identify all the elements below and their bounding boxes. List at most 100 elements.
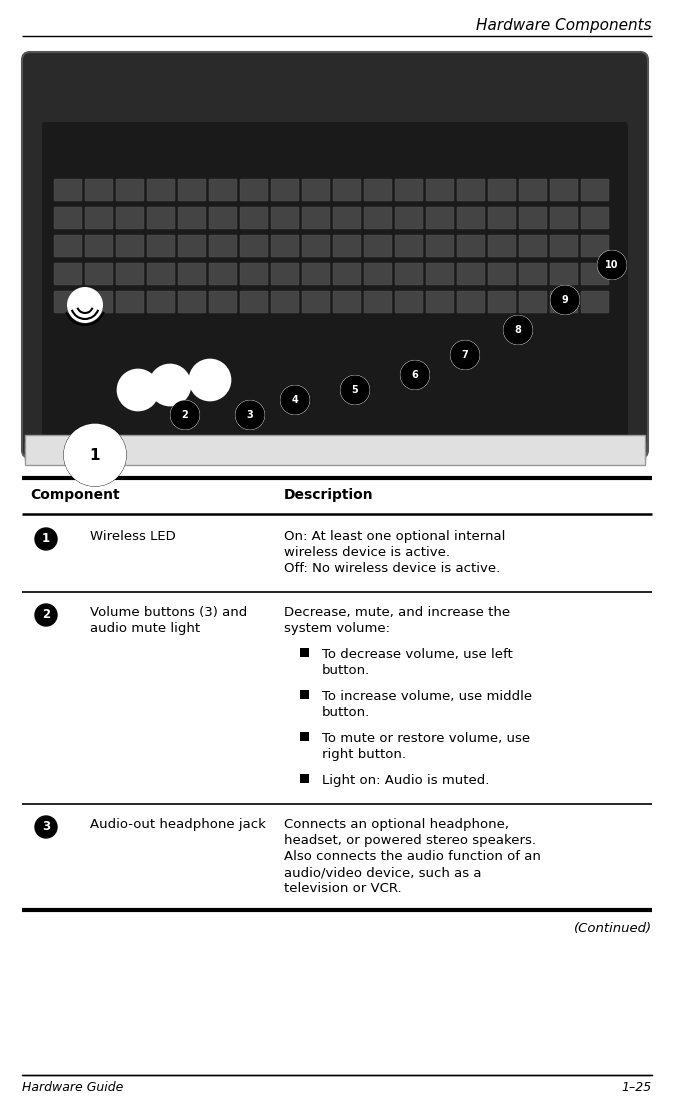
- FancyBboxPatch shape: [54, 263, 82, 285]
- FancyBboxPatch shape: [519, 207, 547, 229]
- FancyBboxPatch shape: [457, 290, 485, 313]
- Circle shape: [451, 341, 479, 370]
- Text: Decrease, mute, and increase the: Decrease, mute, and increase the: [284, 605, 510, 619]
- Circle shape: [118, 370, 158, 410]
- Text: 5: 5: [352, 385, 359, 395]
- FancyBboxPatch shape: [178, 263, 206, 285]
- FancyBboxPatch shape: [240, 207, 268, 229]
- FancyBboxPatch shape: [116, 207, 144, 229]
- FancyBboxPatch shape: [488, 263, 516, 285]
- FancyBboxPatch shape: [457, 207, 485, 229]
- FancyBboxPatch shape: [85, 207, 113, 229]
- Text: 3: 3: [42, 820, 50, 834]
- FancyBboxPatch shape: [488, 179, 516, 201]
- Text: To mute or restore volume, use: To mute or restore volume, use: [322, 732, 530, 745]
- FancyBboxPatch shape: [550, 263, 578, 285]
- Text: Component: Component: [30, 487, 119, 502]
- Text: 4: 4: [292, 395, 299, 405]
- FancyBboxPatch shape: [147, 235, 175, 257]
- Text: Hardware Components: Hardware Components: [477, 18, 652, 33]
- FancyBboxPatch shape: [209, 290, 237, 313]
- Circle shape: [190, 359, 230, 400]
- Circle shape: [598, 252, 626, 279]
- Text: button.: button.: [322, 664, 370, 677]
- FancyBboxPatch shape: [333, 290, 361, 313]
- Text: Off: No wireless device is active.: Off: No wireless device is active.: [284, 562, 500, 575]
- FancyBboxPatch shape: [395, 235, 423, 257]
- Text: 2: 2: [181, 410, 188, 420]
- Text: 1: 1: [90, 447, 100, 463]
- FancyBboxPatch shape: [519, 235, 547, 257]
- FancyBboxPatch shape: [581, 179, 609, 201]
- Circle shape: [65, 425, 125, 485]
- Circle shape: [35, 816, 57, 838]
- FancyBboxPatch shape: [240, 235, 268, 257]
- Text: system volume:: system volume:: [284, 622, 390, 636]
- Circle shape: [281, 386, 309, 414]
- FancyBboxPatch shape: [333, 207, 361, 229]
- Circle shape: [35, 528, 57, 550]
- FancyBboxPatch shape: [271, 263, 299, 285]
- Circle shape: [35, 604, 57, 626]
- FancyBboxPatch shape: [240, 179, 268, 201]
- Text: button.: button.: [322, 706, 370, 719]
- FancyBboxPatch shape: [581, 207, 609, 229]
- Text: On: At least one optional internal: On: At least one optional internal: [284, 530, 506, 543]
- Text: 6: 6: [412, 370, 419, 380]
- FancyBboxPatch shape: [178, 235, 206, 257]
- FancyBboxPatch shape: [457, 179, 485, 201]
- Circle shape: [341, 376, 369, 404]
- FancyBboxPatch shape: [209, 263, 237, 285]
- FancyBboxPatch shape: [54, 235, 82, 257]
- FancyBboxPatch shape: [426, 179, 454, 201]
- FancyBboxPatch shape: [116, 235, 144, 257]
- Text: right button.: right button.: [322, 748, 406, 761]
- Text: Also connects the audio function of an: Also connects the audio function of an: [284, 850, 541, 863]
- Text: audio/video device, such as a: audio/video device, such as a: [284, 866, 481, 879]
- FancyBboxPatch shape: [302, 207, 330, 229]
- FancyBboxPatch shape: [54, 207, 82, 229]
- FancyBboxPatch shape: [22, 42, 652, 470]
- Text: Light on: Audio is muted.: Light on: Audio is muted.: [322, 774, 489, 787]
- Text: To decrease volume, use left: To decrease volume, use left: [322, 648, 513, 661]
- Text: 10: 10: [605, 260, 619, 270]
- FancyBboxPatch shape: [581, 263, 609, 285]
- FancyBboxPatch shape: [519, 290, 547, 313]
- FancyBboxPatch shape: [54, 290, 82, 313]
- Text: 9: 9: [561, 295, 568, 305]
- FancyBboxPatch shape: [147, 179, 175, 201]
- FancyBboxPatch shape: [395, 179, 423, 201]
- Circle shape: [67, 287, 103, 323]
- FancyBboxPatch shape: [364, 263, 392, 285]
- FancyBboxPatch shape: [550, 207, 578, 229]
- FancyBboxPatch shape: [581, 290, 609, 313]
- FancyBboxPatch shape: [85, 263, 113, 285]
- FancyBboxPatch shape: [395, 207, 423, 229]
- Text: Volume buttons (3) and: Volume buttons (3) and: [90, 605, 247, 619]
- Circle shape: [171, 401, 199, 429]
- FancyBboxPatch shape: [85, 290, 113, 313]
- FancyBboxPatch shape: [178, 207, 206, 229]
- FancyBboxPatch shape: [364, 235, 392, 257]
- Text: (Continued): (Continued): [574, 922, 652, 935]
- FancyBboxPatch shape: [426, 263, 454, 285]
- FancyBboxPatch shape: [457, 235, 485, 257]
- Text: wireless device is active.: wireless device is active.: [284, 546, 450, 559]
- FancyBboxPatch shape: [519, 179, 547, 201]
- Text: audio mute light: audio mute light: [90, 622, 200, 636]
- FancyBboxPatch shape: [116, 263, 144, 285]
- FancyBboxPatch shape: [42, 122, 628, 449]
- FancyBboxPatch shape: [209, 179, 237, 201]
- Text: 1–25: 1–25: [621, 1081, 652, 1094]
- FancyBboxPatch shape: [488, 290, 516, 313]
- Text: 1: 1: [42, 532, 50, 545]
- FancyBboxPatch shape: [426, 235, 454, 257]
- FancyBboxPatch shape: [147, 263, 175, 285]
- FancyBboxPatch shape: [240, 290, 268, 313]
- FancyBboxPatch shape: [302, 235, 330, 257]
- Circle shape: [551, 286, 579, 314]
- FancyBboxPatch shape: [395, 290, 423, 313]
- FancyBboxPatch shape: [147, 290, 175, 313]
- FancyBboxPatch shape: [488, 207, 516, 229]
- FancyBboxPatch shape: [364, 290, 392, 313]
